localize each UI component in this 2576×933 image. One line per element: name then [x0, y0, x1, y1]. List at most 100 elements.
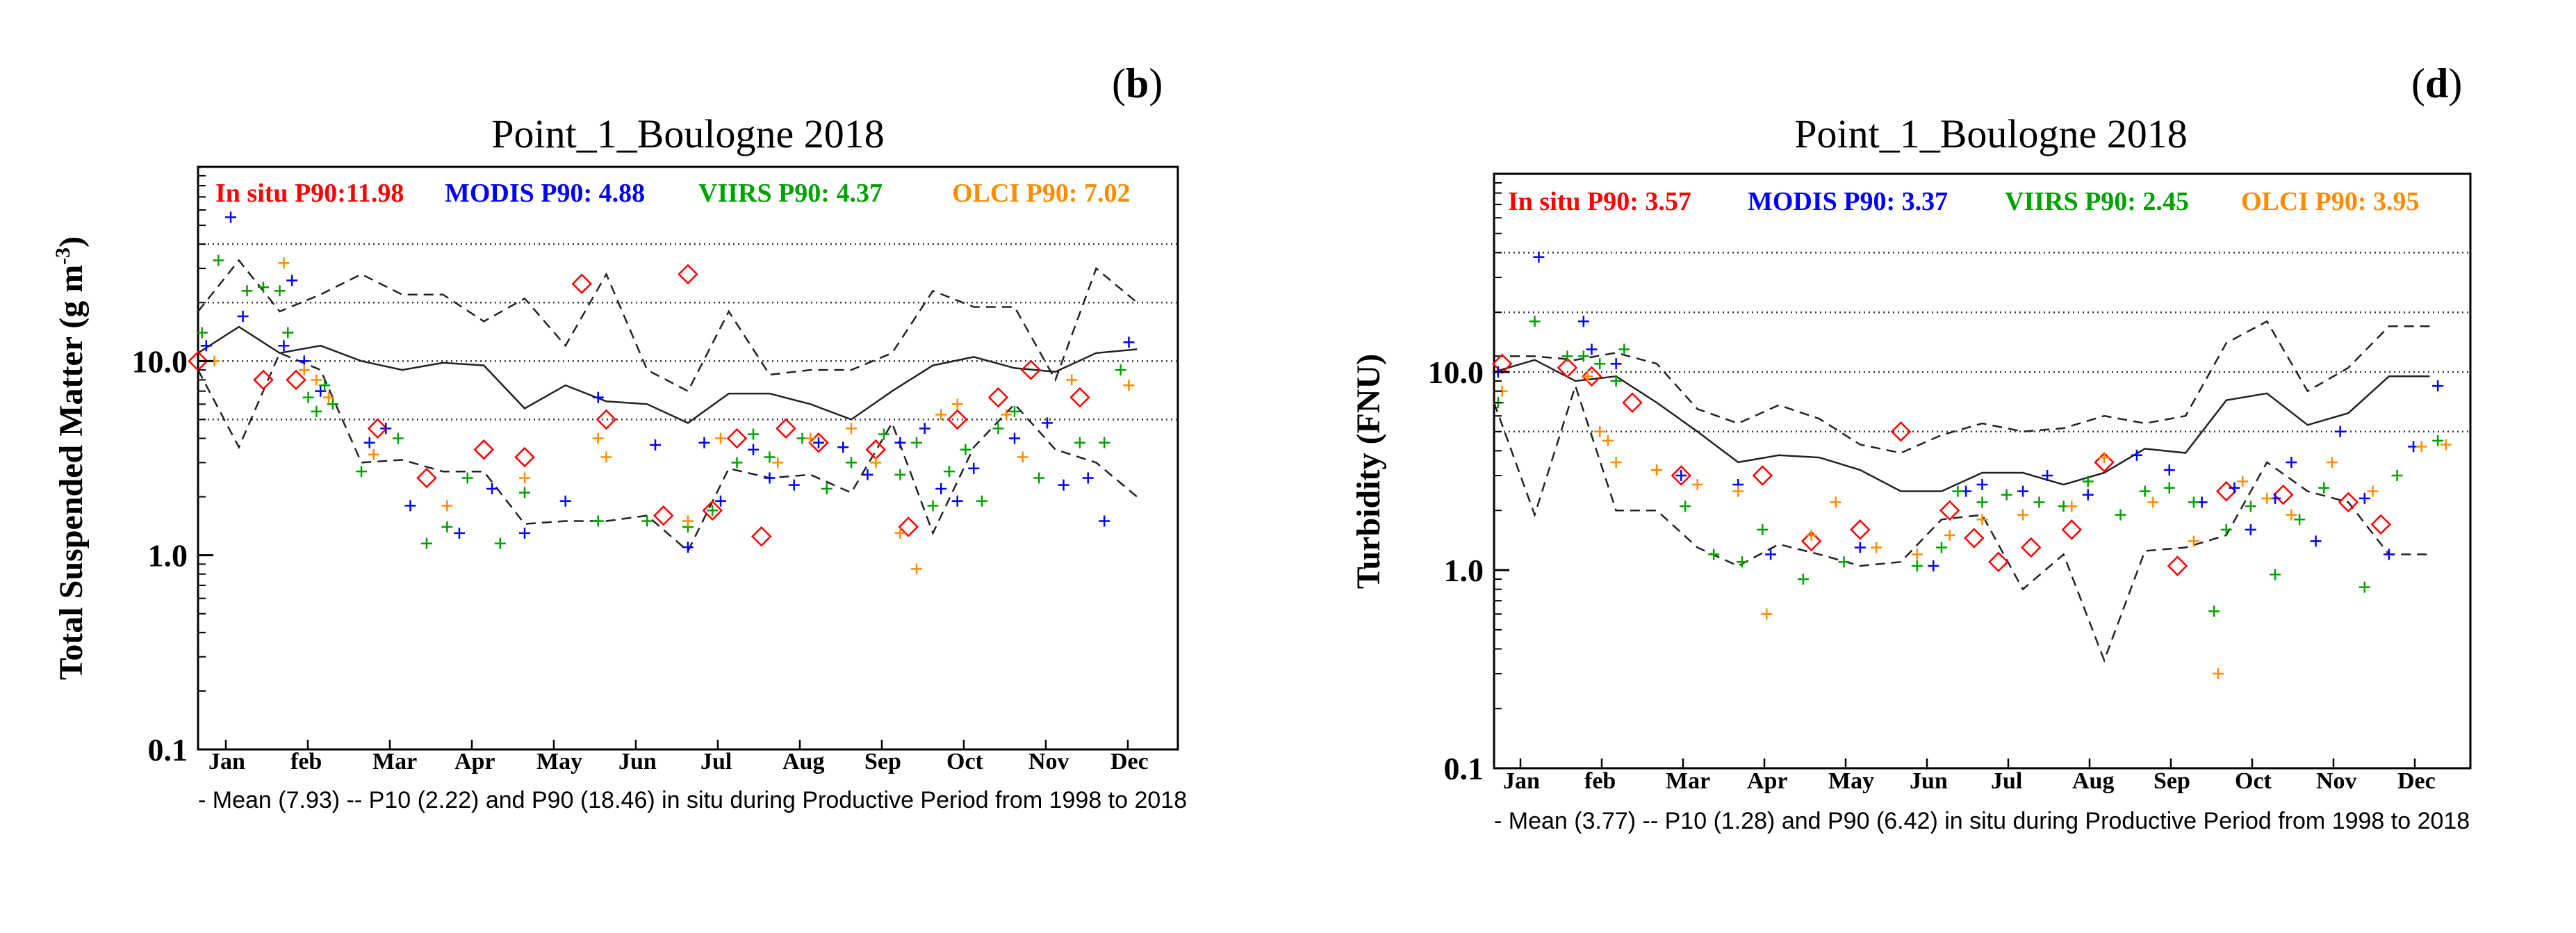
mean-line [1493, 359, 2430, 492]
x-tick-label: feb [1584, 768, 1616, 794]
stats-legend: In situ P90: 3.57 MODIS P90: 3.37 VIIRS … [1508, 187, 2420, 216]
data-points [188, 211, 1135, 575]
point-in-situ [678, 263, 698, 285]
legend-olci: OLCI P90: 3.95 [2241, 187, 2420, 216]
point-olci [1691, 479, 1703, 491]
mean-line [197, 325, 1138, 424]
point-viirs [2270, 569, 2281, 581]
point-viirs [976, 495, 987, 507]
x-tick-label: Apr [1747, 768, 1788, 794]
point-in-situ [808, 432, 829, 453]
chart-panel-b: (b) Point_1_Boulogne 2018 0.1 1.0 10.0 Jan f… [51, 60, 1187, 813]
point-modis [454, 527, 465, 539]
point-olci [1651, 464, 1663, 476]
point-modis [519, 527, 530, 539]
point-modis [404, 500, 416, 512]
point-modis [951, 495, 963, 507]
point-viirs [927, 500, 939, 512]
point-viirs [213, 254, 224, 266]
x-tick-label: Aug [2072, 768, 2114, 794]
y-tick-label: 10.0 [1428, 355, 1484, 390]
x-tick-label: Jun [618, 749, 657, 774]
point-olci [870, 457, 882, 469]
point-viirs [1115, 364, 1126, 376]
point-olci [2099, 452, 2110, 464]
point-viirs [748, 428, 759, 440]
point-modis [1976, 479, 1988, 491]
point-viirs [2139, 485, 2151, 497]
gridlines [1494, 252, 2470, 433]
point-modis [682, 542, 694, 553]
point-olci [911, 563, 922, 575]
point-in-situ [1752, 465, 1773, 486]
point-modis [2131, 449, 2142, 461]
point-in-situ [726, 428, 748, 449]
x-tick-label: Oct [2235, 768, 2272, 794]
legend-olci: OLCI P90: 7.02 [952, 179, 1131, 208]
point-in-situ [2061, 519, 2083, 540]
point-modis [2334, 425, 2346, 437]
point-viirs [2163, 482, 2175, 494]
x-tick-label: May [536, 749, 582, 774]
point-viirs [1680, 501, 1691, 512]
point-olci [1871, 542, 1882, 553]
point-olci [2188, 535, 2199, 547]
point-viirs [327, 398, 338, 410]
x-tick-label: Sep [864, 749, 901, 774]
point-modis [1009, 432, 1020, 444]
point-viirs [1976, 496, 1988, 508]
point-viirs [1074, 437, 1085, 448]
point-viirs [1577, 350, 1589, 362]
x-tick-label: Jul [1991, 768, 2022, 794]
point-viirs [494, 537, 506, 549]
point-modis [225, 211, 236, 223]
point-modis [2082, 489, 2094, 501]
point-olci [1732, 485, 1744, 497]
point-in-situ [1581, 366, 1602, 387]
point-modis [764, 472, 776, 484]
chart-caption: - Mean (7.93) -- P10 (2.22) and P90 (18.… [198, 787, 1187, 813]
point-viirs [356, 466, 367, 478]
point-viirs [944, 466, 955, 478]
point-in-situ [1850, 519, 1871, 540]
point-in-situ [987, 387, 1009, 408]
point-olci [682, 515, 694, 527]
legend-viirs: VIIRS P90: 4.37 [698, 179, 883, 208]
point-in-situ [1671, 465, 1692, 486]
point-olci [1761, 608, 1773, 620]
axis-ticks: 0.1 1.0 10.0 Jan feb Mar Apr May Jun Jul Aug Sep Oct… [132, 175, 1149, 774]
stats-legend: In situ P90:11.98 MODIS P90: 4.88 VIIRS … [215, 179, 1131, 208]
point-olci [846, 423, 857, 435]
point-olci [2367, 485, 2379, 497]
point-in-situ [571, 273, 593, 294]
point-viirs [2245, 501, 2256, 512]
point-modis [363, 437, 375, 448]
point-viirs [1757, 524, 1769, 535]
point-olci [1944, 529, 1955, 541]
point-in-situ [776, 418, 796, 439]
point-modis [813, 437, 824, 448]
point-in-situ [1939, 500, 1960, 521]
point-olci [2237, 476, 2249, 487]
point-viirs [282, 327, 294, 339]
point-olci [1017, 451, 1028, 463]
point-in-situ [653, 505, 674, 526]
x-tick-label: Apr [454, 749, 495, 774]
point-olci [368, 448, 379, 460]
point-in-situ [2370, 514, 2391, 535]
legend-modis: MODIS P90: 3.37 [1748, 187, 1948, 216]
point-olci [2017, 509, 2029, 521]
point-viirs [1708, 549, 1720, 560]
point-modis [1577, 316, 1589, 327]
point-in-situ [2020, 537, 2042, 558]
point-viirs [1911, 560, 1923, 571]
point-in-situ [702, 500, 723, 521]
point-viirs [461, 472, 473, 484]
point-viirs [821, 483, 832, 495]
y-tick-label: 1.0 [1444, 553, 1484, 588]
point-olci [278, 257, 290, 269]
point-modis [894, 437, 906, 448]
point-viirs [274, 285, 286, 297]
point-viirs [1594, 358, 1606, 370]
